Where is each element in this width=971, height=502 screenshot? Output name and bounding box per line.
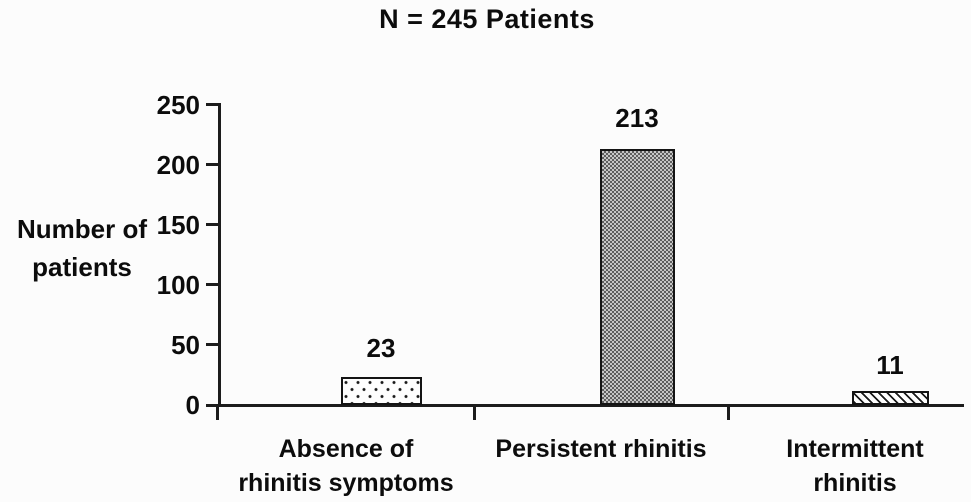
y-tick-label-250: 250 [156, 90, 200, 120]
y-tick-mark-200 [206, 163, 219, 166]
category-label-absence-line1: Absence of [278, 435, 414, 463]
category-label-intermittent-line2: rhinitis [813, 469, 897, 497]
category-label-intermittent-line1: Intermittent [786, 435, 924, 463]
y-tick-label-0: 0 [185, 390, 200, 420]
category-label-intermittent: Intermittent rhinitis [715, 432, 971, 500]
y-axis-line [218, 103, 221, 407]
y-axis-title-line1: Number of [17, 214, 147, 244]
y-tick-label-150: 150 [156, 210, 200, 240]
category-label-absence: Absence of rhinitis symptoms [206, 432, 486, 500]
bar-intermittent-rhinitis [852, 391, 929, 405]
y-axis-title-line2: patients [32, 252, 132, 282]
y-tick-label-50: 50 [171, 330, 200, 360]
category-label-persistent-line1: Persistent rhinitis [495, 435, 707, 463]
category-label-persistent: Persistent rhinitis [451, 432, 751, 466]
y-tick-mark-50 [206, 343, 219, 346]
x-tick-mark-3 [727, 404, 730, 420]
x-tick-mark-1 [216, 404, 219, 420]
y-axis-title: Number of patients [2, 210, 162, 286]
y-tick-mark-250 [206, 103, 219, 106]
bar-absence-of-rhinitis-symptoms [341, 377, 422, 405]
y-tick-label-100: 100 [156, 270, 200, 300]
value-label-intermittent: 11 [876, 350, 904, 380]
value-label-persistent: 213 [615, 103, 659, 133]
y-tick-label-200: 200 [156, 150, 200, 180]
category-label-absence-line2: rhinitis symptoms [238, 469, 454, 497]
bar-persistent-rhinitis [600, 149, 675, 405]
value-label-absence: 23 [366, 333, 396, 363]
chart-title: N = 245 Patients [379, 4, 595, 34]
y-tick-mark-150 [206, 223, 219, 226]
y-tick-mark-100 [206, 283, 219, 286]
x-axis-line [206, 404, 964, 407]
x-tick-mark-2 [473, 404, 476, 420]
